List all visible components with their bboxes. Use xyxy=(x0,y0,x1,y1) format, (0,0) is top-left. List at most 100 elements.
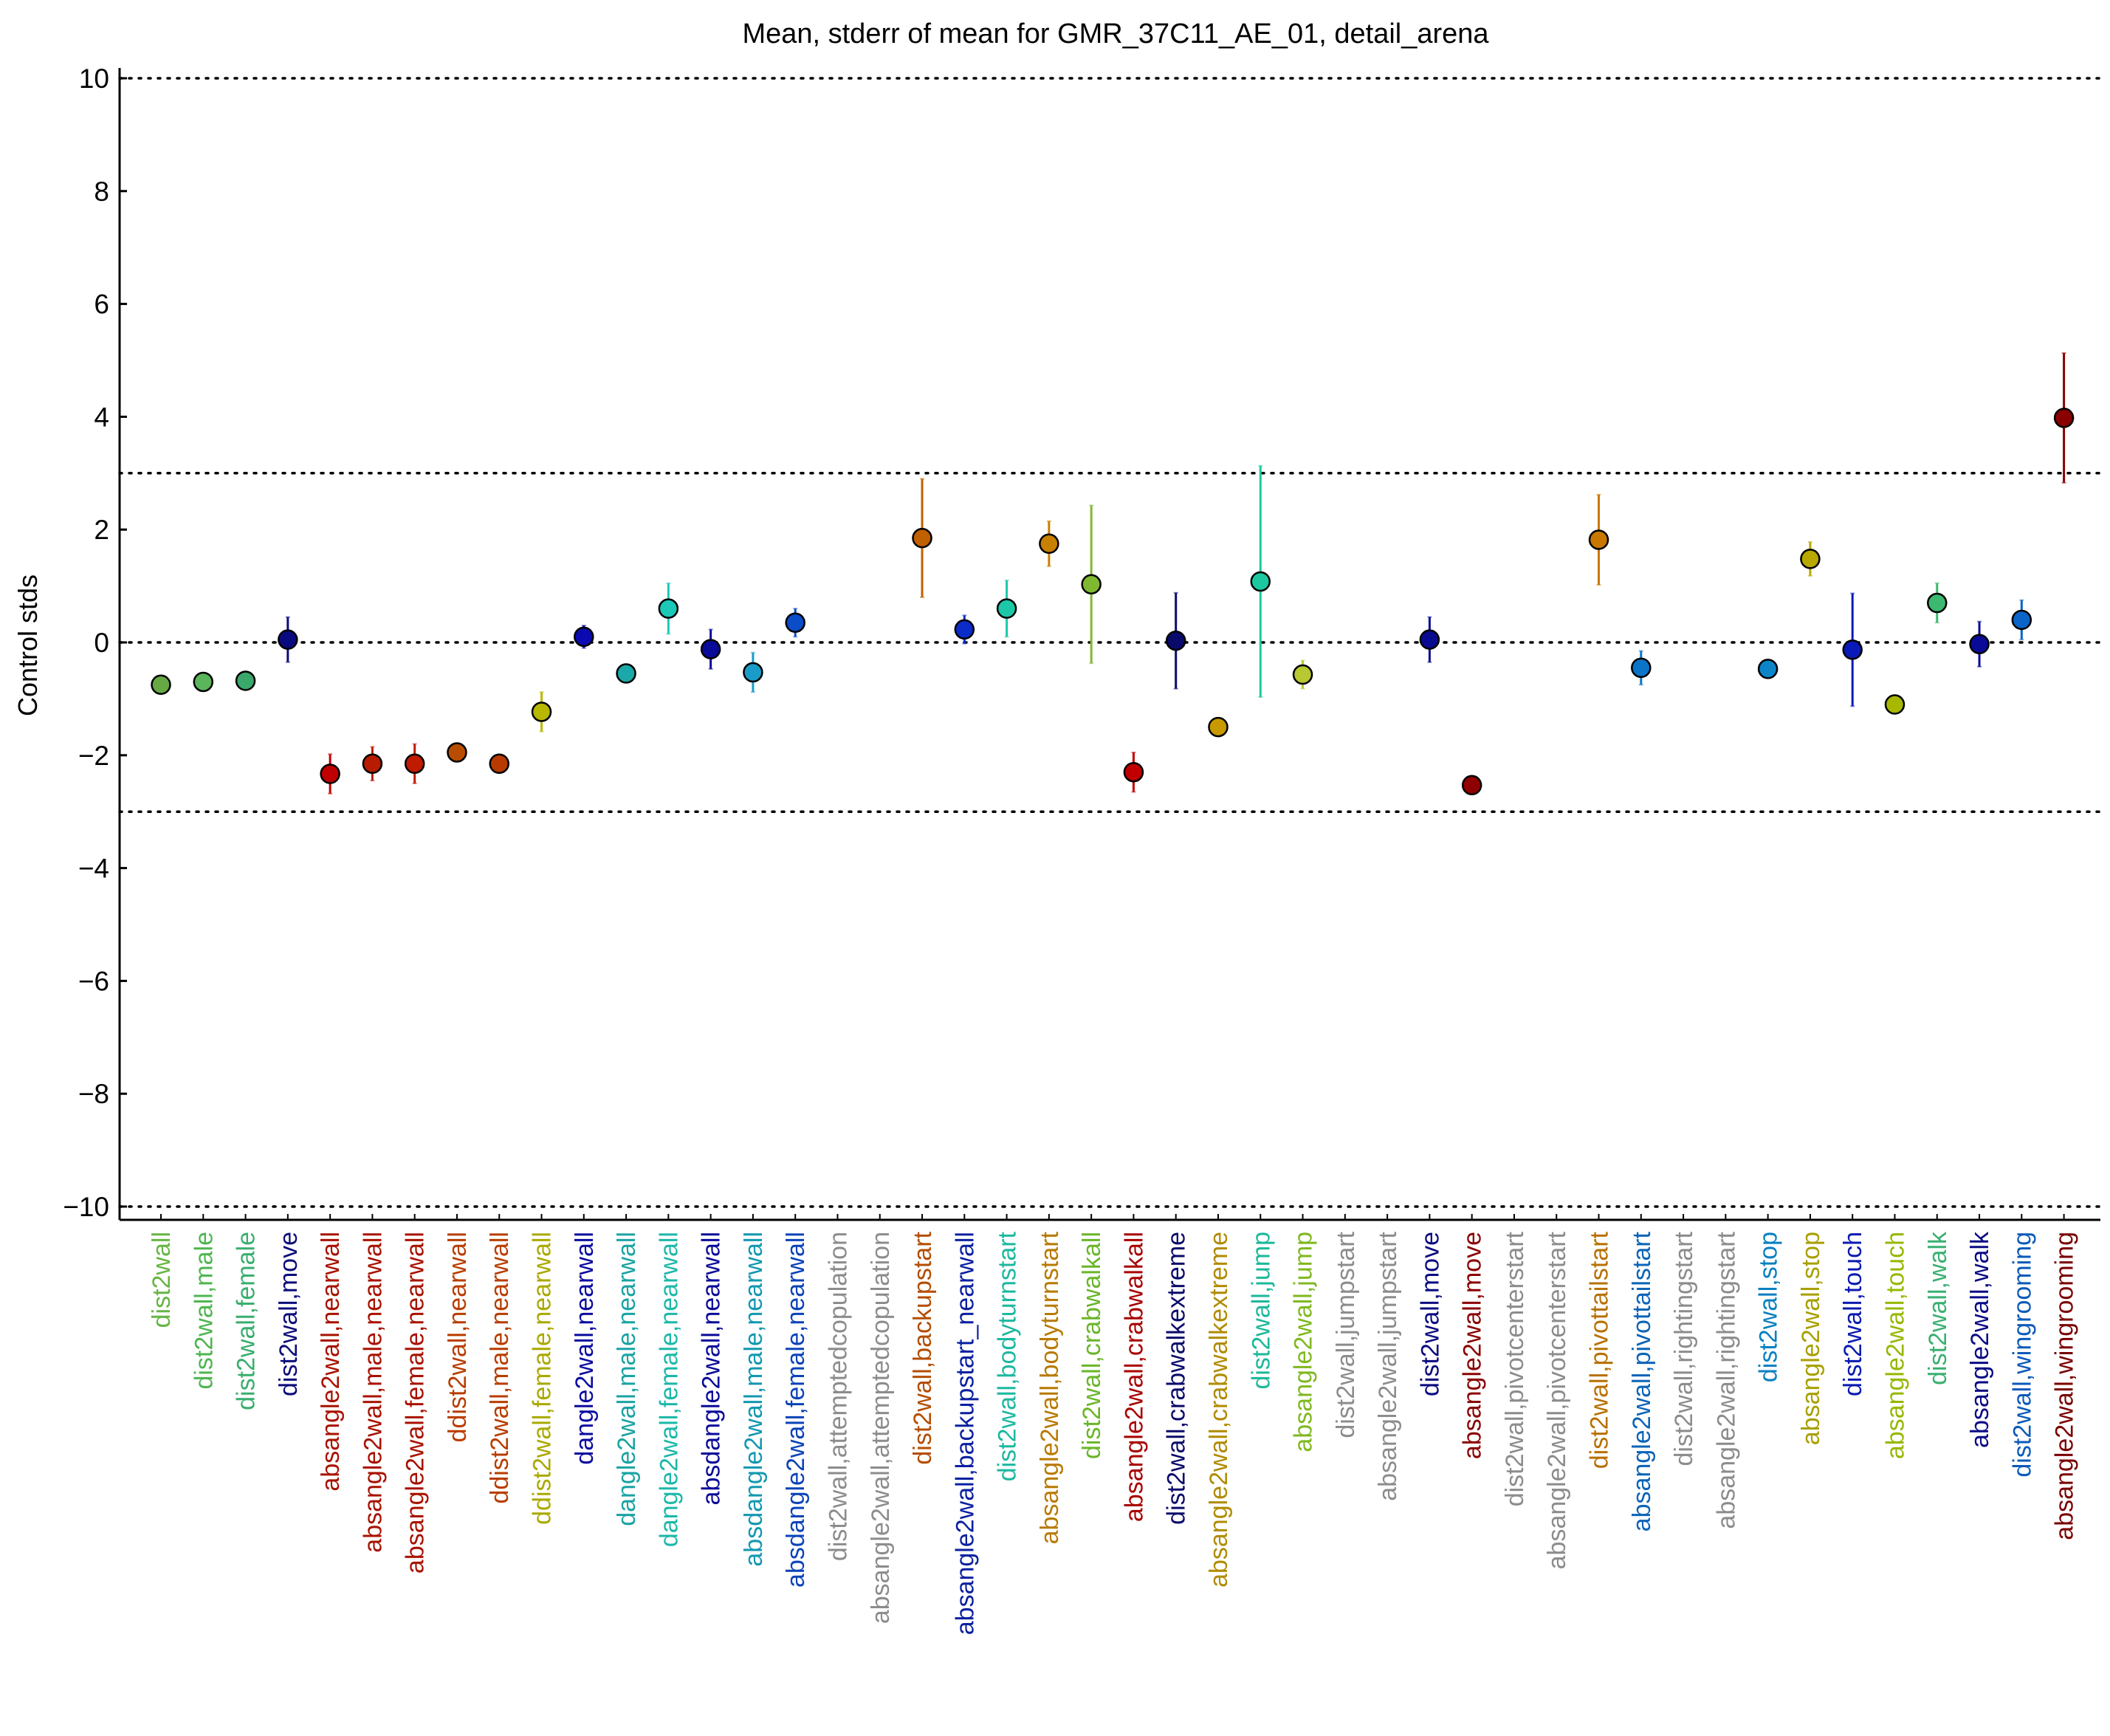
data-point-22 xyxy=(1081,574,1102,595)
plot-area: −10 −8 −6 −4 −2 0 2 4 6 8 10 dist2wall dist2wall,mal… xyxy=(63,64,2102,1635)
data-point-14 xyxy=(743,662,763,683)
x-tick-label-3: dist2wall,move xyxy=(275,1232,303,1396)
x-tick-label-29: absangle2wall,jumpstart xyxy=(1374,1231,1402,1500)
data-point-30 xyxy=(1419,629,1440,650)
x-tick-label-17: absangle2wall,attemptedcopulation xyxy=(867,1232,895,1624)
y-tick-label-10: 10 xyxy=(79,64,109,94)
x-tick-label-21: absangle2wall,bodyturnstart xyxy=(1036,1231,1064,1544)
x-tick-label-41: absangle2wall,touch xyxy=(1881,1232,1909,1459)
x-tick-label-23: absangle2wall,crabwalkall xyxy=(1120,1232,1148,1522)
x-tick-label-27: absangle2wall,jump xyxy=(1290,1232,1318,1452)
data-point-2 xyxy=(235,670,256,691)
x-tick-label-5: absangle2wall,male,nearwall xyxy=(359,1232,387,1553)
data-point-40 xyxy=(1842,639,1863,660)
data-point-43 xyxy=(1969,634,1990,655)
data-point-35 xyxy=(1631,657,1652,679)
data-point-41 xyxy=(1884,694,1905,715)
x-tick-label-45: absangle2wall,wingrooming xyxy=(2051,1232,2079,1540)
chart-title: Mean, stderr of mean for GMR_37C11_AE_01… xyxy=(742,18,1489,49)
data-point-34 xyxy=(1588,529,1609,550)
x-tick-label-19: absangle2wall,backupstart_nearwall xyxy=(951,1232,979,1635)
data-point-25 xyxy=(1208,716,1228,738)
data-point-6 xyxy=(404,753,425,775)
x-tick-label-26: dist2wall,jump xyxy=(1247,1232,1275,1390)
data-point-21 xyxy=(1039,533,1059,555)
x-tick-label-34: dist2wall,pivottailstart xyxy=(1586,1231,1614,1469)
data-point-12 xyxy=(658,598,679,619)
x-tick-label-30: dist2wall,move xyxy=(1416,1232,1444,1396)
x-tick-label-12: dangle2wall,female,nearwall xyxy=(655,1232,683,1547)
data-point-38 xyxy=(1757,659,1779,679)
data-point-15 xyxy=(785,612,805,634)
x-tick-label-37: absangle2wall,rightingstart xyxy=(1712,1231,1740,1529)
x-tick-label-18: dist2wall,backupstart xyxy=(909,1231,937,1464)
data-point-18 xyxy=(912,527,932,549)
y-tick-label-6: 2 xyxy=(94,515,109,545)
data-point-9 xyxy=(531,701,552,722)
x-tick-label-6: absangle2wall,female,nearwall xyxy=(402,1232,430,1574)
x-tick-label-42: dist2wall,walk xyxy=(1924,1231,1952,1385)
x-tick-label-44: dist2wall,wingrooming xyxy=(2008,1232,2036,1478)
x-tick-label-36: dist2wall,rightingstart xyxy=(1670,1231,1698,1466)
data-point-44 xyxy=(2011,609,2032,631)
x-tick-label-16: dist2wall,attemptedcopulation xyxy=(824,1232,852,1561)
x-tick-label-15: absdangle2wall,female,nearwall xyxy=(782,1232,810,1588)
y-tick-label-0: −10 xyxy=(63,1192,109,1222)
y-tick-label-5: 0 xyxy=(94,628,109,658)
x-tick-label-40: dist2wall,touch xyxy=(1839,1232,1867,1396)
y-tick-label-3: −4 xyxy=(78,854,109,884)
y-tick-label-1: −8 xyxy=(78,1079,109,1109)
y-axis-label: Control stds xyxy=(13,574,43,716)
x-tick-label-9: ddist2wall,female,nearwall xyxy=(529,1232,557,1525)
data-point-31 xyxy=(1461,775,1482,796)
y-tick-label-2: −6 xyxy=(78,966,109,996)
x-tick-label-43: absangle2wall,walk xyxy=(1966,1231,1994,1448)
y-tick-label-4: −2 xyxy=(78,741,109,771)
y-tick-label-9: 8 xyxy=(94,176,109,207)
data-point-8 xyxy=(489,753,509,775)
x-tick-label-0: dist2wall xyxy=(148,1232,176,1328)
x-tick-label-8: ddist2wall,male,nearwall xyxy=(486,1232,514,1504)
data-point-10 xyxy=(574,626,594,648)
y-tick-label-7: 4 xyxy=(94,402,109,432)
data-point-0 xyxy=(151,674,171,696)
x-tick-label-4: absangle2wall,nearwall xyxy=(317,1232,345,1492)
data-point-26 xyxy=(1250,571,1271,592)
x-tick-label-7: ddist2wall,nearwall xyxy=(444,1232,472,1442)
data-point-11 xyxy=(616,663,636,684)
data-point-42 xyxy=(1927,592,1948,614)
x-tick-label-20: dist2wall,bodyturnstart xyxy=(994,1231,1022,1481)
data-point-20 xyxy=(996,598,1017,619)
data-point-45 xyxy=(2053,408,2075,428)
x-tick-label-25: absangle2wall,crabwalkextreme xyxy=(1205,1232,1233,1588)
data-point-39 xyxy=(1800,549,1821,569)
y-tick-label-8: 6 xyxy=(94,289,109,320)
x-tick-label-38: dist2wall,stop xyxy=(1755,1232,1783,1382)
data-point-13 xyxy=(700,639,721,659)
data-point-5 xyxy=(362,753,383,775)
x-tick-label-33: absangle2wall,pivotcenterstart xyxy=(1543,1231,1571,1569)
data-point-1 xyxy=(193,671,214,693)
data-point-23 xyxy=(1123,761,1144,783)
data-point-27 xyxy=(1292,664,1313,685)
x-tick-label-32: dist2wall,pivotcenterstart xyxy=(1501,1231,1529,1506)
x-tick-label-24: dist2wall,crabwalkextreme xyxy=(1163,1232,1191,1525)
x-tick-label-11: dangle2wall,male,nearwall xyxy=(613,1232,641,1526)
x-tick-label-10: dangle2wall,nearwall xyxy=(571,1232,599,1465)
x-tick-label-35: absangle2wall,pivottailstart xyxy=(1628,1231,1656,1531)
x-tick-label-14: absdangle2wall,male,nearwall xyxy=(740,1232,768,1567)
x-tick-label-22: dist2wall,crabwalkall xyxy=(1078,1232,1106,1459)
x-tick-label-31: absangle2wall,move xyxy=(1459,1232,1487,1459)
data-point-3 xyxy=(278,629,298,650)
x-tick-label-28: dist2wall,jumpstart xyxy=(1332,1231,1360,1438)
x-tick-label-1: dist2wall,male xyxy=(190,1232,218,1390)
x-tick-label-13: absdangle2wall,nearwall xyxy=(698,1232,726,1505)
x-tick-label-39: absangle2wall,stop xyxy=(1797,1232,1825,1445)
data-point-19 xyxy=(954,619,975,640)
x-tick-label-2: dist2wall,female xyxy=(233,1232,261,1410)
data-point-7 xyxy=(447,742,467,763)
data-point-4 xyxy=(320,764,340,784)
data-point-24 xyxy=(1165,630,1186,651)
